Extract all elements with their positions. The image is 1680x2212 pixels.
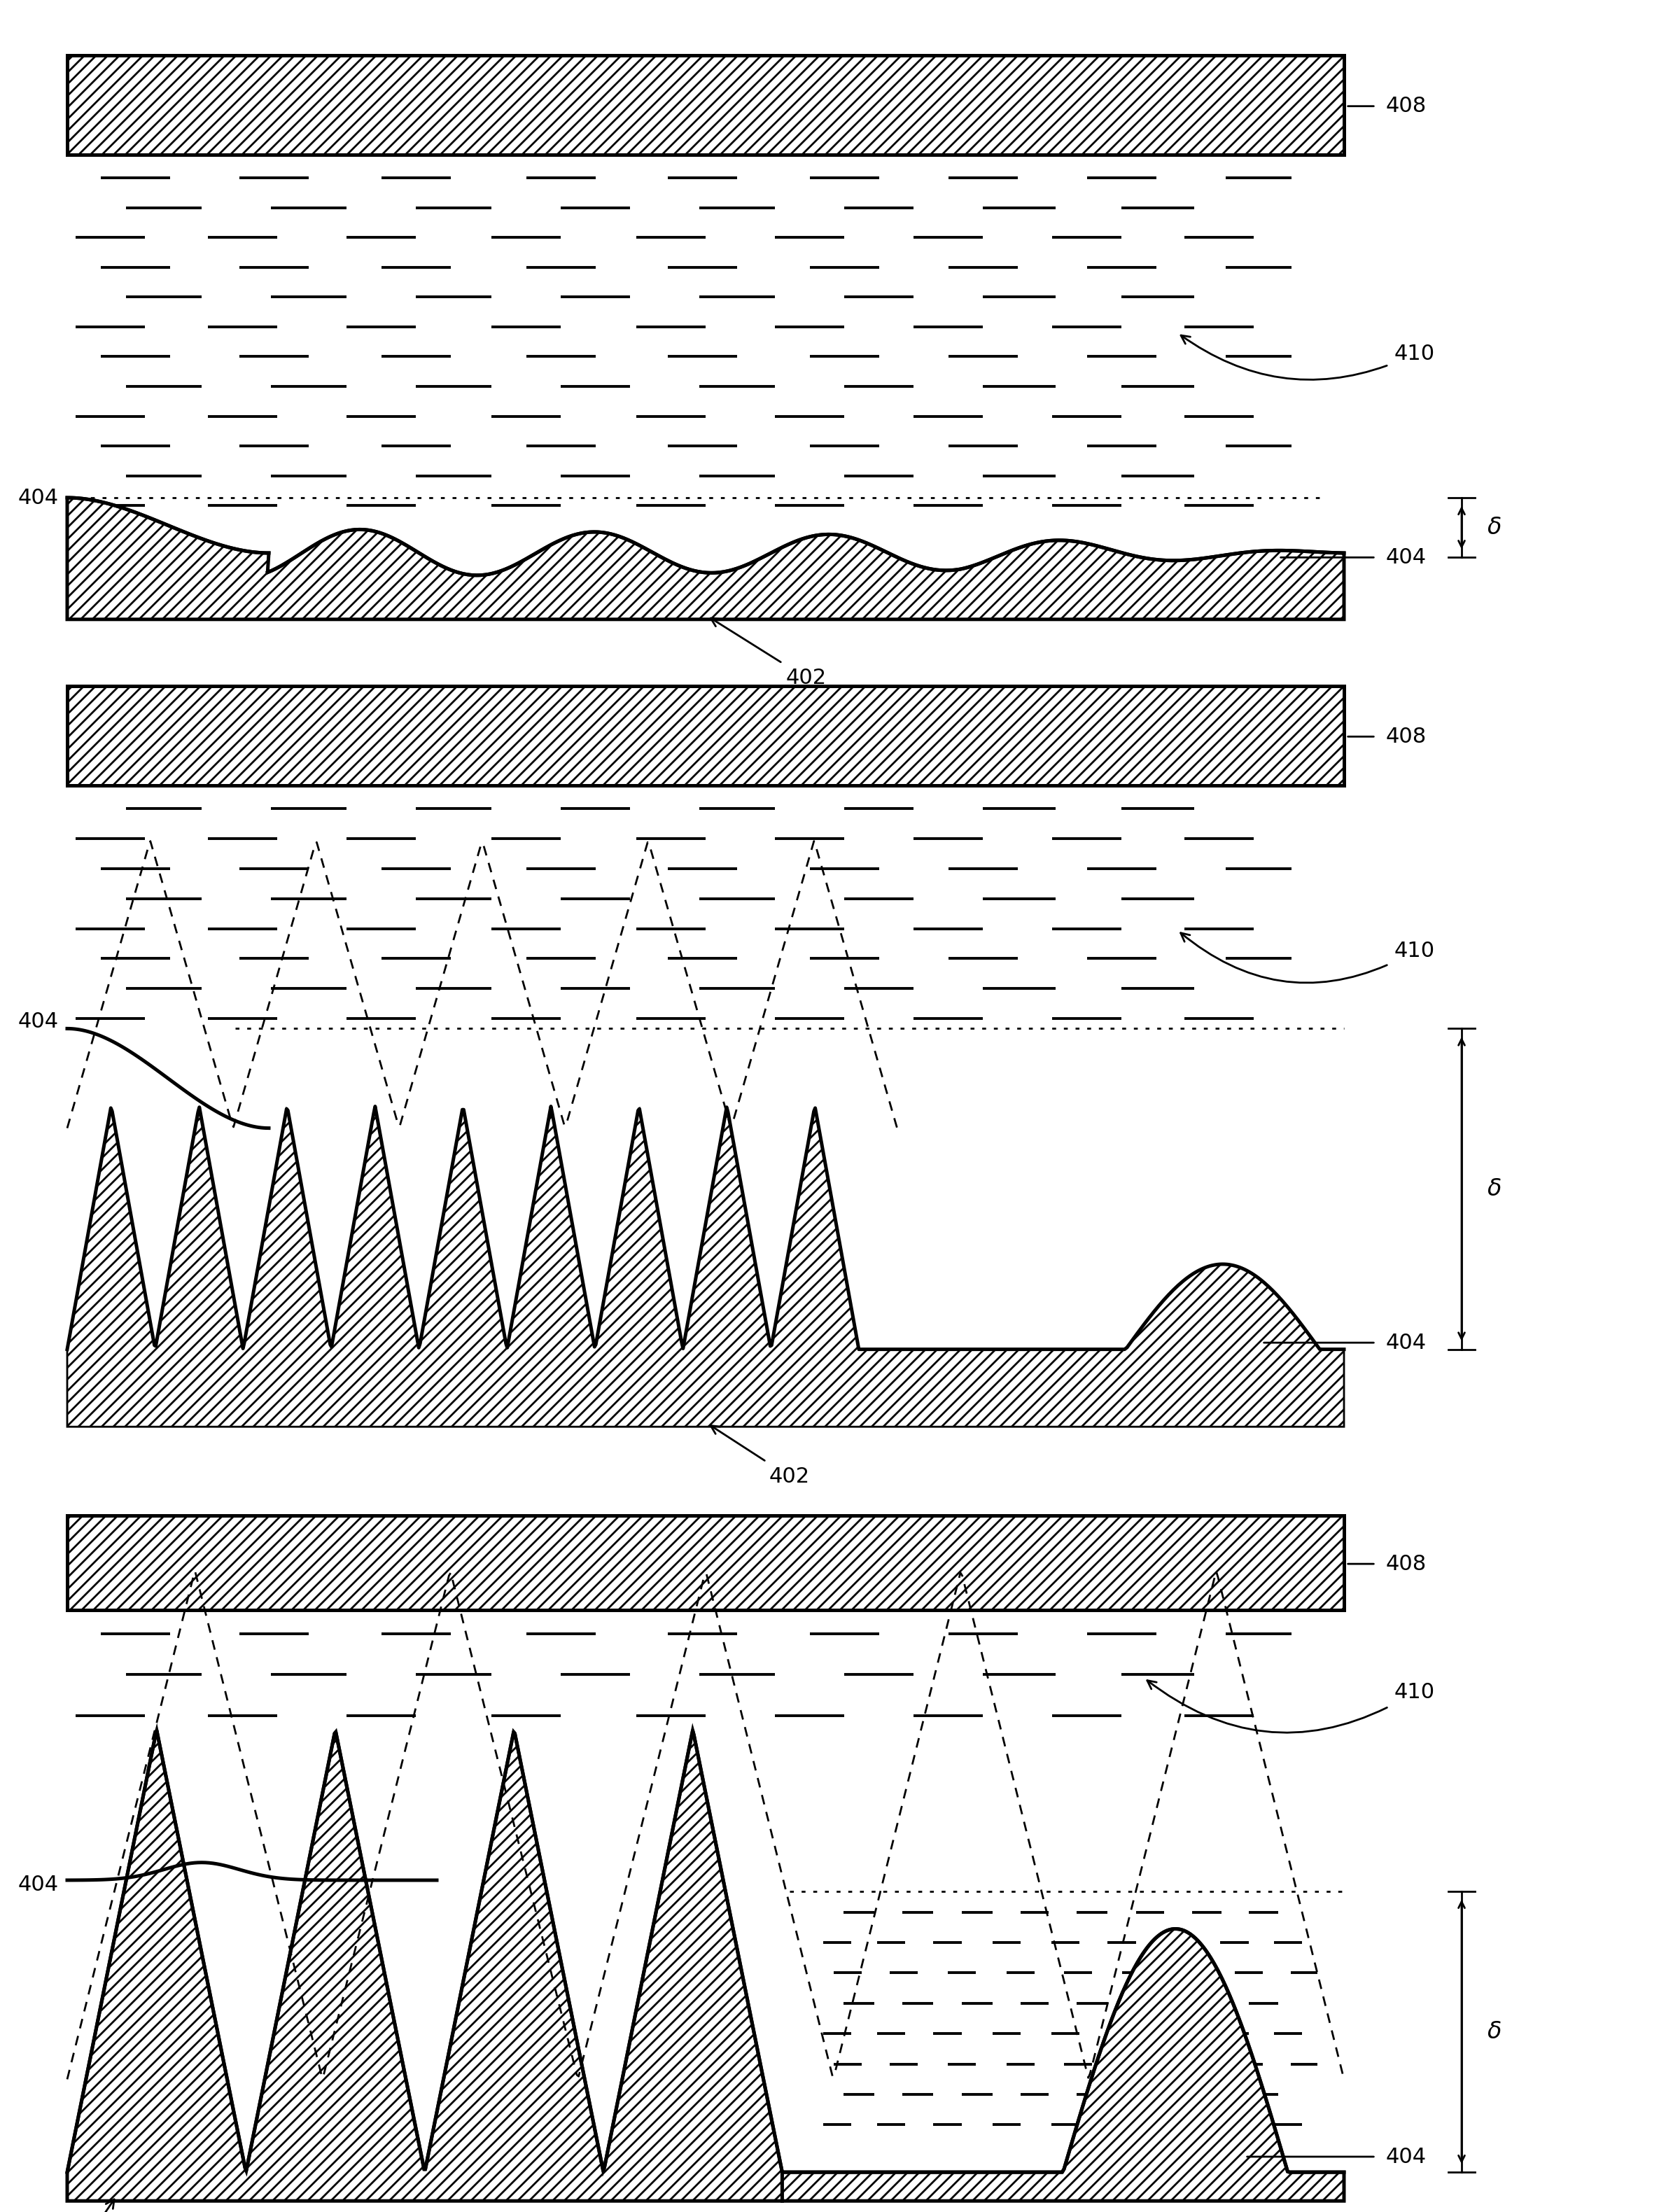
Text: 404: 404: [18, 1874, 59, 1896]
Text: $\delta$: $\delta$: [1487, 2020, 1502, 2044]
Text: 404: 404: [1386, 2146, 1426, 2168]
Text: 408: 408: [1386, 95, 1426, 117]
Text: 404: 404: [1386, 1332, 1426, 1354]
Text: 410: 410: [1147, 1681, 1435, 1732]
Bar: [67, 1515, 1344, 1610]
Bar: [67, 55, 1344, 155]
Text: 402: 402: [59, 2199, 114, 2212]
Text: $\delta$: $\delta$: [1487, 1177, 1502, 1201]
Polygon shape: [67, 498, 1344, 619]
Polygon shape: [67, 1106, 1344, 1427]
Text: 408: 408: [1386, 726, 1426, 748]
Polygon shape: [783, 1929, 1344, 2201]
Text: 404: 404: [18, 487, 59, 509]
Text: 408: 408: [1386, 1553, 1426, 1575]
Text: 402: 402: [711, 617, 827, 688]
Polygon shape: [67, 1730, 783, 2201]
Text: 404: 404: [18, 1011, 59, 1033]
Text: 402: 402: [711, 1425, 810, 1486]
Text: 410: 410: [1181, 336, 1435, 380]
Text: 410: 410: [1181, 933, 1435, 982]
Text: $\delta$: $\delta$: [1487, 515, 1502, 540]
Bar: [67, 686, 1344, 785]
Text: 404: 404: [1386, 546, 1426, 568]
